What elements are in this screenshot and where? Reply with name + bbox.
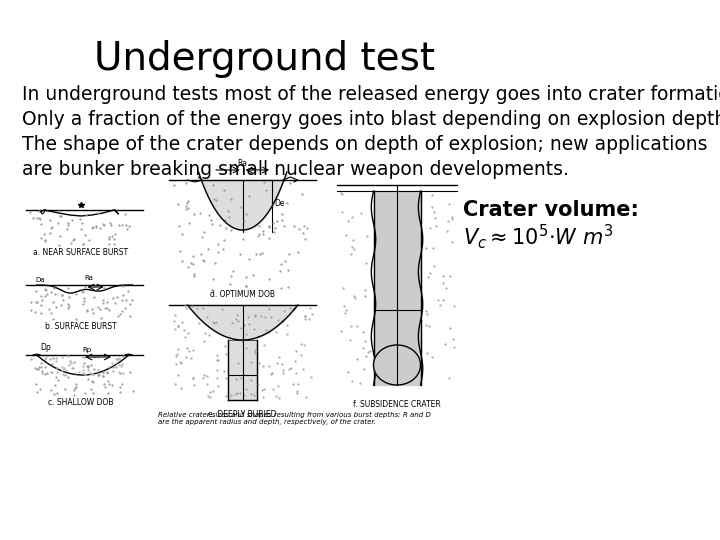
Text: d. OPTIMUM DOB: d. OPTIMUM DOB bbox=[210, 290, 275, 299]
Text: Ra: Ra bbox=[84, 275, 94, 281]
Text: Dp: Dp bbox=[40, 343, 51, 352]
Text: b. SURFACE BURST: b. SURFACE BURST bbox=[45, 322, 117, 331]
Text: Rp: Rp bbox=[82, 347, 91, 353]
Text: Ra: Ra bbox=[238, 159, 248, 168]
Text: Relative crater sizes and shapes resulting from various burst depths; R and D
ar: Relative crater sizes and shapes resulti… bbox=[158, 412, 431, 425]
Text: e. DEEPLY BURIED: e. DEEPLY BURIED bbox=[208, 410, 277, 419]
Polygon shape bbox=[374, 345, 420, 385]
Text: In underground tests most of the released energy goes into crater formation.
Onl: In underground tests most of the release… bbox=[22, 85, 720, 179]
Text: a. NEAR SURFACE BURST: a. NEAR SURFACE BURST bbox=[33, 248, 128, 257]
Text: De: De bbox=[274, 199, 284, 208]
Text: f. SUBSIDENCE CRATER: f. SUBSIDENCE CRATER bbox=[353, 400, 441, 409]
Text: Crater volume:: Crater volume: bbox=[463, 200, 639, 220]
Text: c. SHALLOW DOB: c. SHALLOW DOB bbox=[48, 398, 114, 407]
Text: Da: Da bbox=[35, 277, 45, 283]
Text: Underground test: Underground test bbox=[94, 40, 435, 78]
Text: $V_c\approx10^5{\cdot}W\ m^3$: $V_c\approx10^5{\cdot}W\ m^3$ bbox=[463, 222, 613, 251]
